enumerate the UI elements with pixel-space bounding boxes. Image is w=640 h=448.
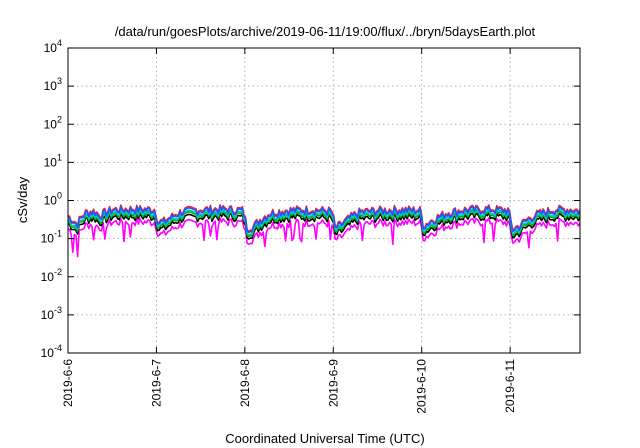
y-axis-ticks: 10-4 10-3 10-2 10-1 100 101 102 103 104 — [41, 38, 580, 360]
series-line — [67, 205, 581, 234]
y-tick-label: 102 — [44, 114, 62, 131]
chart-title: /data/run/goesPlots/archive/2019-06-11/1… — [115, 24, 536, 39]
x-axis-label: Coordinated Universal Time (UTC) — [225, 431, 424, 446]
grid-lines — [68, 48, 580, 353]
y-tick-label: 103 — [44, 76, 62, 93]
y-tick-label: 10-2 — [41, 267, 62, 284]
x-tick-label: 2019-6-10 — [415, 359, 429, 414]
y-tick-label: 101 — [44, 152, 62, 169]
x-tick-label: 2019-6-11 — [503, 359, 517, 413]
y-tick-label: 100 — [44, 191, 62, 208]
series-line — [67, 207, 581, 236]
x-tick-label: 2019-6-9 — [326, 359, 340, 407]
y-tick-label: 10-3 — [41, 305, 62, 322]
x-axis-ticks: 2019-6-6 2019-6-7 2019-6-8 2019-6-9 2019-6-1… — [61, 48, 517, 414]
y-tick-label: 10-4 — [41, 343, 62, 360]
x-tick-label: 2019-6-8 — [238, 359, 252, 407]
series-line — [67, 212, 581, 240]
series-line — [67, 217, 581, 258]
x-tick-label: 2019-6-6 — [61, 359, 75, 407]
y-axis-label: cSv/day — [15, 176, 30, 223]
y-tick-label: 104 — [44, 38, 62, 55]
data-series — [67, 204, 581, 258]
series-line — [67, 209, 581, 238]
x-tick-label: 2019-6-7 — [149, 359, 163, 407]
y-tick-label: 10-1 — [41, 229, 62, 246]
